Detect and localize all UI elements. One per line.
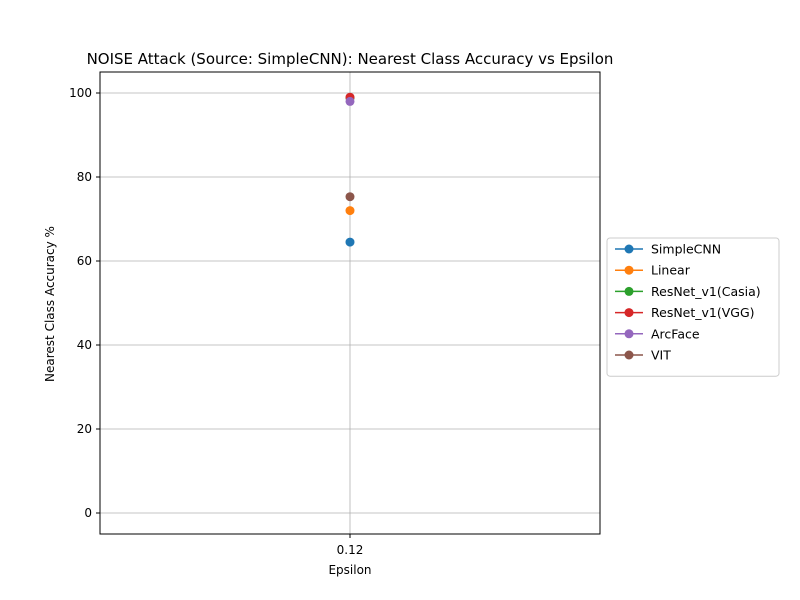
legend-item-label: ResNet_v1(Casia) [651,284,761,299]
x-tick-label: 0.12 [337,543,364,557]
grid-lines [100,72,600,534]
y-axis-label: Nearest Class Accuracy % [43,226,57,382]
legend-dot-marker [624,329,634,339]
plot-area [345,92,355,247]
legend-item-label: ArcFace [651,326,700,341]
legend-item-label: VIT [651,348,671,363]
legend-item-label: ResNet_v1(VGG) [651,305,755,320]
data-point [345,237,355,247]
data-point [345,96,355,106]
legend-dot-marker [624,286,634,296]
y-tick-label: 40 [77,338,92,352]
legend-item-label: Linear [651,263,691,278]
y-tick-label: 0 [84,506,92,520]
legend-dot-marker [624,265,634,275]
axes: 0 20 40 60 80 100 0.12 [69,71,601,557]
y-tick-label: 100 [69,86,92,100]
data-point [345,206,355,216]
y-tick-label: 20 [77,422,92,436]
legend: SimpleCNN Linear ResNet_v1(Casia) ResNet_v1… [606,237,780,377]
legend-dot-marker [624,308,634,318]
x-axis-label: Epsilon [328,563,371,577]
y-tick-label: 80 [77,170,92,184]
data-point [345,192,355,202]
legend-dot-marker [624,244,634,254]
legend-box [606,237,780,377]
legend-dot-marker [624,350,634,360]
chart-title: NOISE Attack (Source: SimpleCNN): Neares… [87,50,614,68]
y-tick-label: 60 [77,254,92,268]
legend-item-label: SimpleCNN [651,242,721,257]
